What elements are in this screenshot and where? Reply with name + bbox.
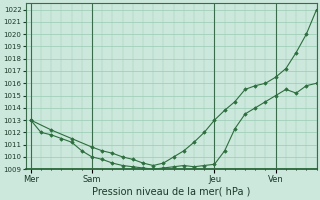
X-axis label: Pression niveau de la mer( hPa ): Pression niveau de la mer( hPa ) bbox=[92, 187, 250, 197]
